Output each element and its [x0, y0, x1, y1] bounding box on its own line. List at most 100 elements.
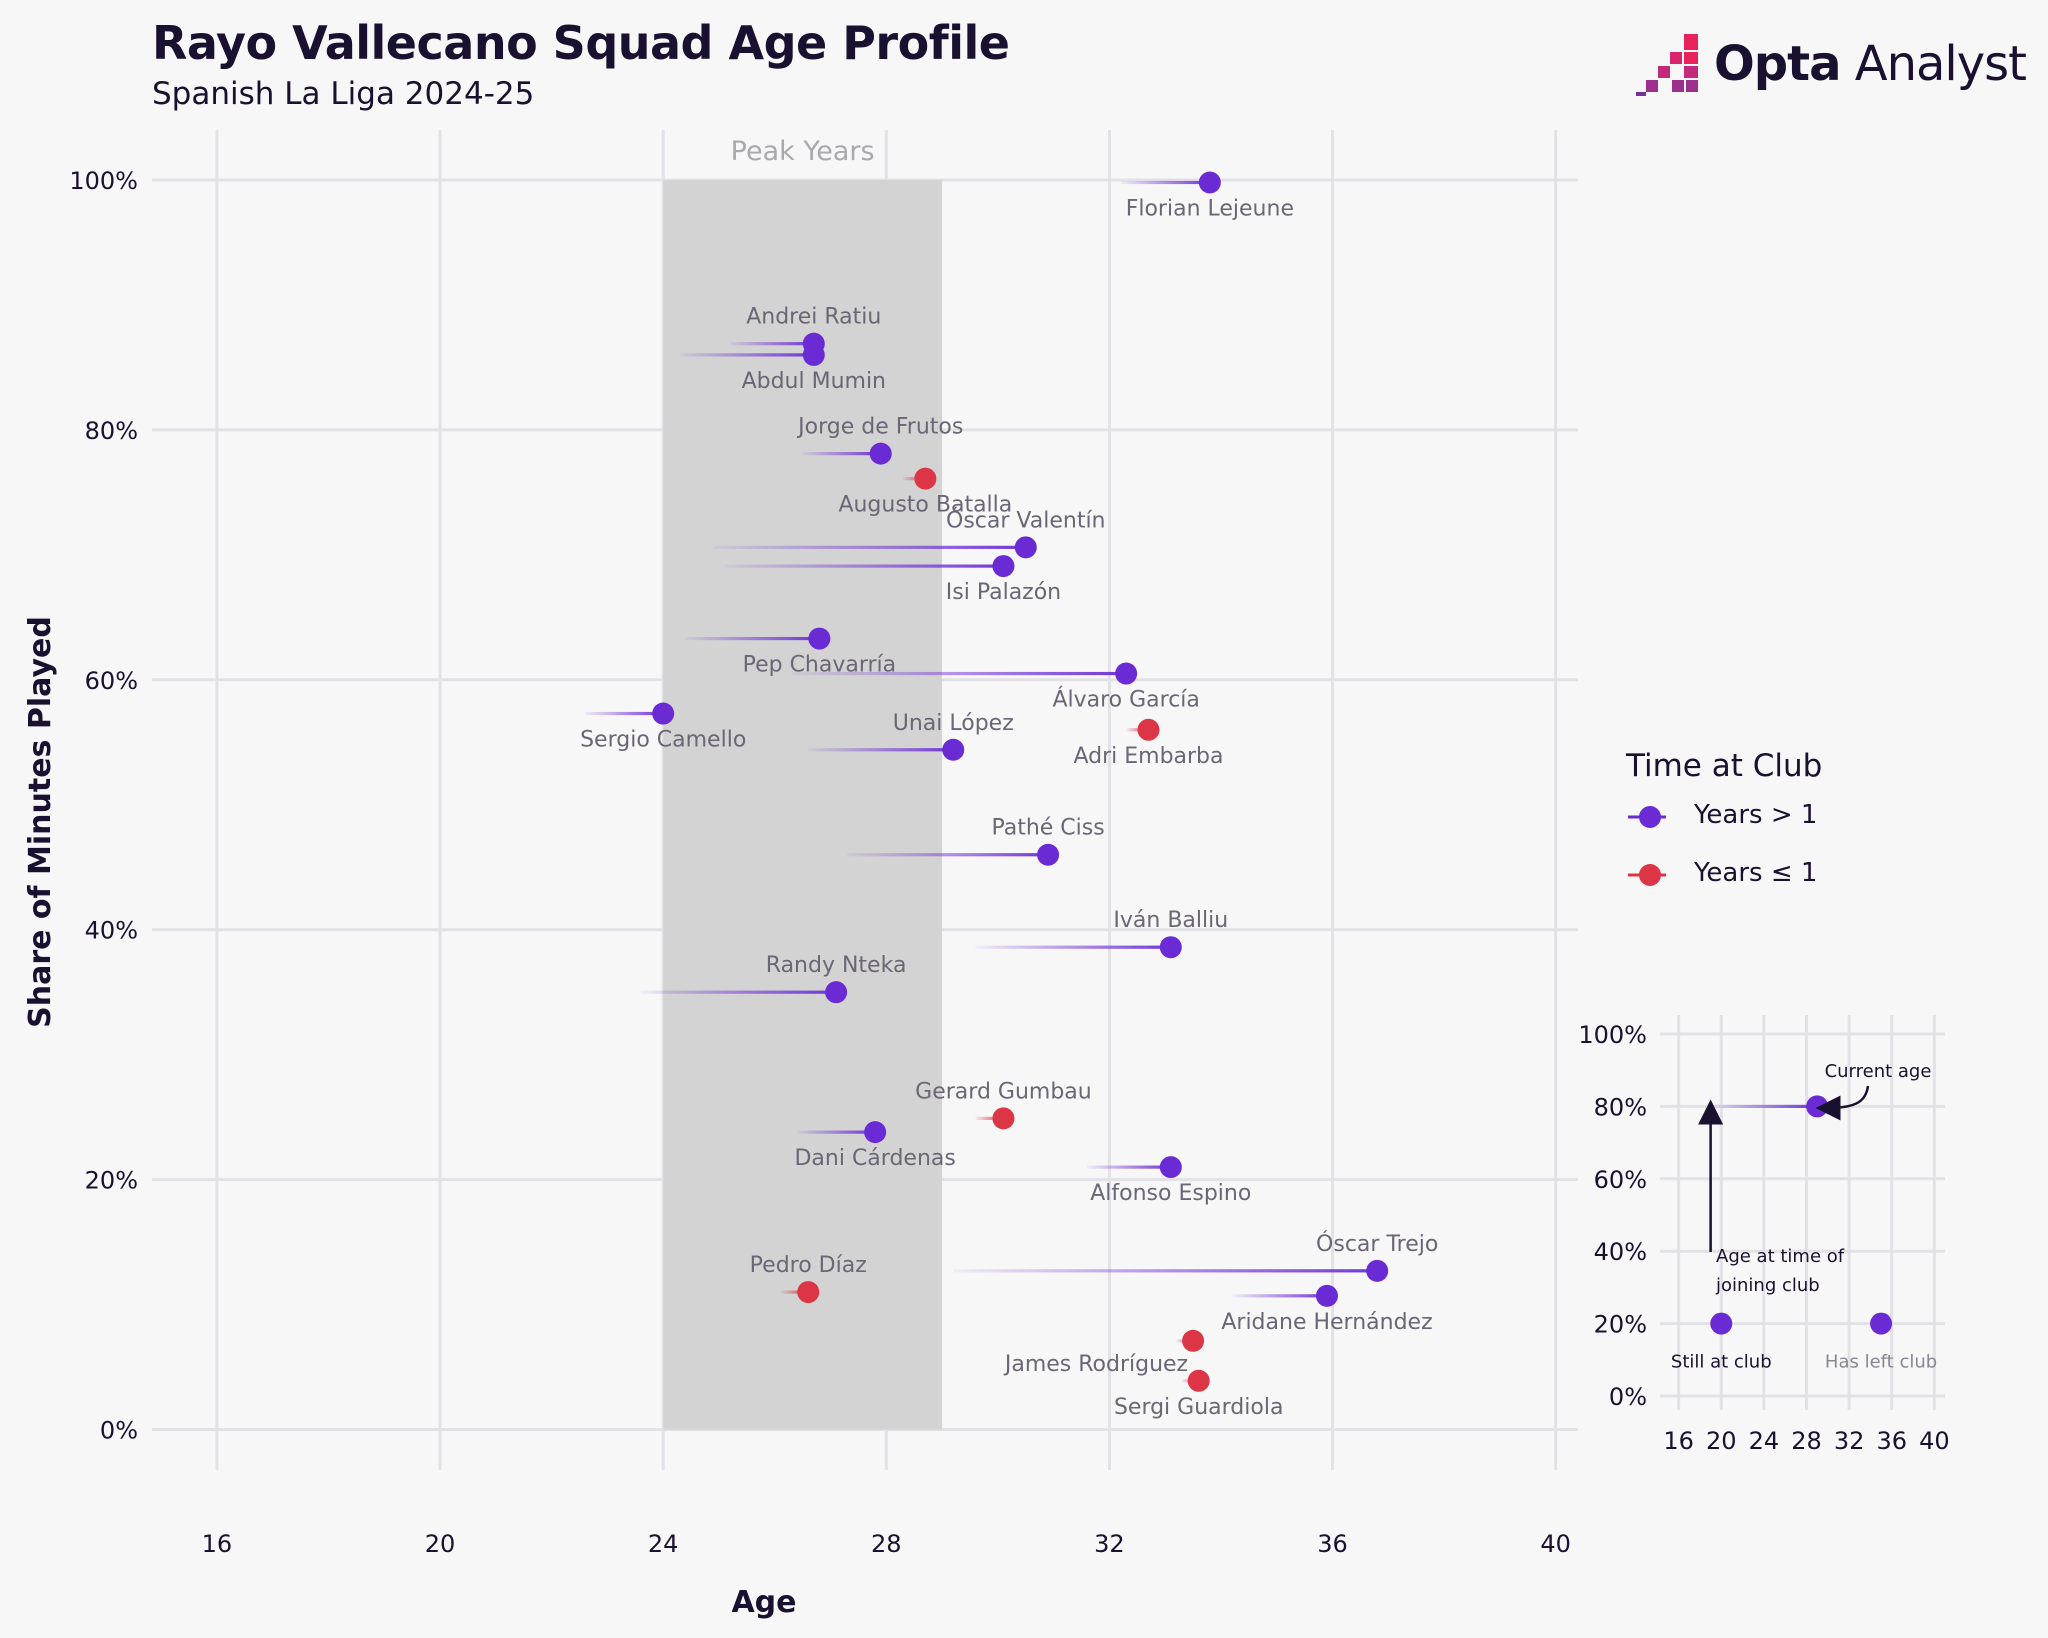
inset-x-tick-label: 28 [1791, 1427, 1822, 1455]
inset-x-tick-label: 32 [1834, 1427, 1865, 1455]
point-label: Randy Nteka [766, 953, 907, 978]
inset-x-tick-label: 16 [1663, 1427, 1694, 1455]
tenure-line [780, 1290, 809, 1294]
tenure-line [730, 342, 814, 346]
point-label: Óscar Trejo [1316, 1231, 1438, 1257]
y-tick-label: 100% [69, 167, 138, 195]
data-point [825, 981, 848, 1004]
data-point [914, 467, 937, 490]
x-tick-label: 40 [1540, 1530, 1571, 1558]
inset-y-tick-label: 60% [1594, 1166, 1647, 1194]
tenure-line [903, 477, 926, 481]
point-label: Sergio Camello [580, 728, 746, 753]
data-point [1366, 1259, 1389, 1282]
x-tick-label: 24 [648, 1530, 679, 1558]
legend-item-long-tenure: Years > 1 [1626, 792, 1822, 842]
inset-x-tick-label: 36 [1876, 1427, 1907, 1455]
x-axis-label: Age [731, 1585, 796, 1620]
point-label: James Rodríguez [1003, 1352, 1188, 1377]
point-label: Sergi Guardiola [1114, 1395, 1284, 1420]
data-point [1014, 536, 1037, 559]
data-point [1037, 843, 1060, 866]
tenure-line [679, 353, 814, 357]
y-tick-label: 0% [100, 1417, 138, 1445]
point-label: Pedro Díaz [750, 1253, 867, 1278]
point-label: Andrei Ratiu [746, 305, 881, 330]
tenure-line [640, 990, 837, 994]
point-label: Isi Palazón [946, 580, 1061, 605]
point-label: Aridane Hernández [1221, 1310, 1432, 1335]
data-point [992, 555, 1015, 578]
inset-data-point [1870, 1312, 1893, 1335]
inset-x-tick-label: 40 [1919, 1427, 1950, 1455]
inset-data-point [1710, 1312, 1733, 1335]
data-point [869, 442, 892, 465]
tenure-line [713, 545, 1026, 549]
point-label: Óscar Valentín [946, 507, 1106, 533]
opta-analyst-logo: Opta Analyst [1636, 32, 2027, 102]
tenure-line [685, 636, 820, 641]
opta-logo-icon [1636, 34, 1698, 96]
tenure-line [1120, 180, 1210, 185]
tenure-line [1087, 1165, 1171, 1169]
data-point [992, 1107, 1015, 1130]
legend: Time at Club Years > 1 Years ≤ 1 [1626, 748, 1822, 900]
peak-years-label: Peak Years [731, 136, 875, 167]
point-label: Pathé Ciss [991, 816, 1104, 841]
series-years-under-1: Augusto Batalla Adri Embarba Gerard Gumbau… [750, 467, 1284, 1420]
tenure-line [975, 1116, 1004, 1120]
legend-item-short-tenure: Years ≤ 1 [1626, 850, 1822, 900]
point-label: Jorge de Frutos [796, 415, 963, 440]
data-point [942, 738, 965, 761]
y-tick-label: 80% [85, 417, 138, 445]
inset-annotation-joining-age: Age at time of [1716, 1246, 1845, 1267]
tenure-line [791, 671, 1127, 676]
inset-y-tick-label: 0% [1609, 1383, 1647, 1411]
chart-title: Rayo Vallecano Squad Age Profile [152, 16, 1010, 70]
tenure-line [1232, 1294, 1327, 1298]
point-label: Adri Embarba [1073, 744, 1223, 769]
tenure-line [797, 1130, 876, 1134]
point-label: Florian Lejeune [1126, 196, 1294, 221]
inset-annotation-joining-age: joining club [1715, 1275, 1820, 1296]
peak-years-band [663, 179, 943, 1430]
tenure-line [802, 452, 881, 456]
tenure-line [808, 748, 954, 752]
inset-point-label: Still at club [1671, 1352, 1772, 1373]
point-label: Alfonso Espino [1090, 1181, 1251, 1206]
data-point [1137, 718, 1160, 741]
chart-subtitle: Spanish La Liga 2024-25 [152, 76, 535, 112]
data-point [1159, 936, 1182, 959]
legend-title: Time at Club [1626, 748, 1823, 784]
y-axis-label: Share of Minutes Played [23, 616, 58, 1028]
data-point [1187, 1369, 1210, 1392]
y-tick-label: 40% [85, 917, 138, 945]
point-label: Abdul Mumin [742, 369, 886, 394]
data-point [864, 1121, 887, 1144]
data-point [797, 1281, 820, 1304]
tenure-line [847, 853, 1049, 857]
data-point [1315, 1284, 1338, 1307]
series-years-over-1: Florian Lejeune Andrei Ratiu Abdul Mumin Jo… [580, 171, 1438, 1335]
point-label: Álvaro García [1052, 687, 1199, 713]
legend-label: Years ≤ 1 [1694, 858, 1818, 888]
x-tick-label: 28 [871, 1530, 902, 1558]
inset-tenure-line [1710, 1104, 1818, 1108]
inset-data-point [1806, 1095, 1829, 1118]
x-tick-label: 20 [425, 1530, 456, 1558]
data-point [652, 702, 675, 725]
data-point [802, 343, 825, 366]
x-tick-label: 32 [1094, 1530, 1125, 1558]
point-label: Gerard Gumbau [915, 1079, 1092, 1104]
point-label: Augusto Batalla [838, 493, 1012, 518]
tenure-line [975, 945, 1171, 949]
y-tick-label: 20% [85, 1167, 138, 1195]
tenure-line [953, 1269, 1378, 1273]
point-label: Dani Cárdenas [794, 1146, 955, 1171]
logo-text: Opta Analyst [1714, 36, 2027, 92]
data-point [1198, 171, 1221, 194]
inset-x-tick-label: 24 [1749, 1427, 1780, 1455]
x-tick-label: 16 [202, 1530, 233, 1558]
inset-y-tick-label: 20% [1594, 1311, 1647, 1339]
